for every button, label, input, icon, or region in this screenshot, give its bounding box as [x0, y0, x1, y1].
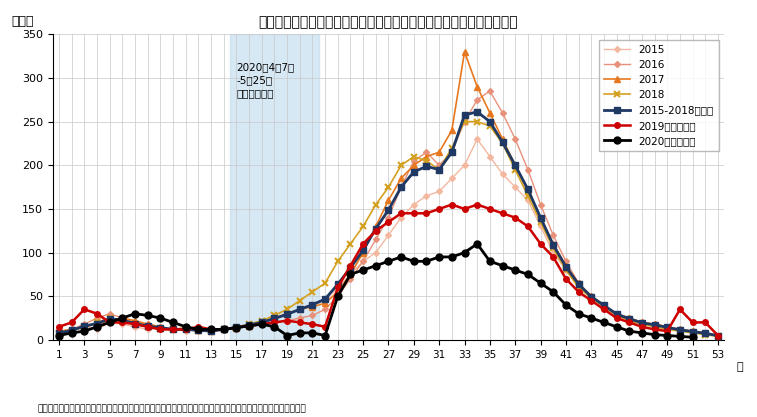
2016 [574, 281, 583, 286]
Y-axis label: 届出数: 届出数 [11, 15, 33, 28]
2017 [460, 49, 469, 54]
2018 [447, 145, 456, 150]
2016 [55, 330, 64, 335]
2015-2018の平均 [713, 333, 722, 338]
2019（速報値） [232, 325, 241, 330]
Text: 2020年4月7日
-5月25日
緊急事態宣言: 2020年4月7日 -5月25日 緊急事態宣言 [236, 62, 294, 99]
2015 [435, 189, 444, 194]
2017 [232, 325, 241, 330]
2020（速報値） [688, 335, 697, 340]
2015-2018の平均 [55, 331, 64, 336]
2019（速報値） [485, 206, 494, 211]
2015-2018の平均 [485, 119, 494, 124]
2015 [447, 176, 456, 181]
Line: 2016: 2016 [57, 89, 720, 338]
2018 [232, 325, 241, 330]
2019（速報値） [713, 333, 722, 338]
2016 [472, 97, 481, 102]
2015 [574, 281, 583, 286]
Line: 2019（速報値）: 2019（速報値） [56, 202, 721, 338]
2016 [435, 163, 444, 168]
Line: 2015: 2015 [57, 137, 720, 338]
2018 [460, 119, 469, 124]
2015 [650, 322, 659, 327]
2015-2018の平均 [435, 167, 444, 172]
2020（速報値） [485, 259, 494, 264]
2017 [447, 128, 456, 133]
2016 [485, 88, 494, 93]
Line: 2018: 2018 [55, 118, 721, 340]
2018 [435, 167, 444, 172]
Bar [230, 34, 319, 340]
2015 [485, 154, 494, 159]
2015-2018の平均 [650, 322, 659, 327]
2018 [55, 330, 64, 335]
2019（速報値） [435, 206, 444, 211]
2020（速報値） [55, 333, 64, 338]
2015-2018の平均 [574, 282, 583, 287]
2020（速報値） [257, 322, 266, 327]
2019（速報値） [574, 289, 583, 294]
2015 [232, 324, 241, 329]
Text: 速報値：確定されていない週ごとの届出数のため、すべての届出数が確定されたのちに修正することがあります: 速報値：確定されていない週ごとの届出数のため、すべての届出数が確定されたのちに修… [38, 404, 307, 413]
2017 [713, 333, 722, 338]
2019（速報値） [650, 327, 659, 332]
2016 [713, 333, 722, 338]
2017 [55, 329, 64, 334]
2018 [650, 324, 659, 329]
2019（速報値） [460, 206, 469, 211]
2020（速報値） [675, 334, 684, 339]
2015 [55, 333, 64, 338]
2017 [574, 281, 583, 286]
2020（速報値） [472, 241, 481, 246]
2016 [232, 325, 241, 330]
2017 [435, 150, 444, 155]
Line: 2020（速報値）: 2020（速報値） [55, 240, 696, 341]
2018 [713, 334, 722, 339]
2020（速報値） [245, 324, 254, 329]
Line: 2015-2018の平均: 2015-2018の平均 [56, 109, 721, 339]
2015 [713, 333, 722, 338]
Text: 週: 週 [737, 362, 743, 372]
2015 [472, 137, 481, 142]
2015-2018の平均 [447, 150, 456, 155]
2015-2018の平均 [232, 325, 241, 330]
2015-2018の平均 [472, 109, 481, 114]
2019（速報値） [55, 324, 64, 329]
Line: 2017: 2017 [56, 49, 721, 338]
2017 [485, 111, 494, 116]
2018 [574, 285, 583, 290]
2017 [650, 322, 659, 327]
2018 [485, 123, 494, 128]
2019（速報値） [447, 202, 456, 207]
2016 [447, 150, 456, 155]
Title: 腸管出血性大腸菌感染症届出数の推移（食中毒による感染者を含む）: 腸管出血性大腸菌感染症届出数の推移（食中毒による感染者を含む） [259, 15, 519, 29]
2016 [650, 322, 659, 327]
Legend: 2015, 2016, 2017, 2018, 2015-2018の平均, 2019（速報値）, 2020（速報値）: 2015, 2016, 2017, 2018, 2015-2018の平均, 20… [599, 40, 719, 151]
2020（速報値） [523, 272, 532, 277]
2020（速報値） [194, 327, 203, 332]
